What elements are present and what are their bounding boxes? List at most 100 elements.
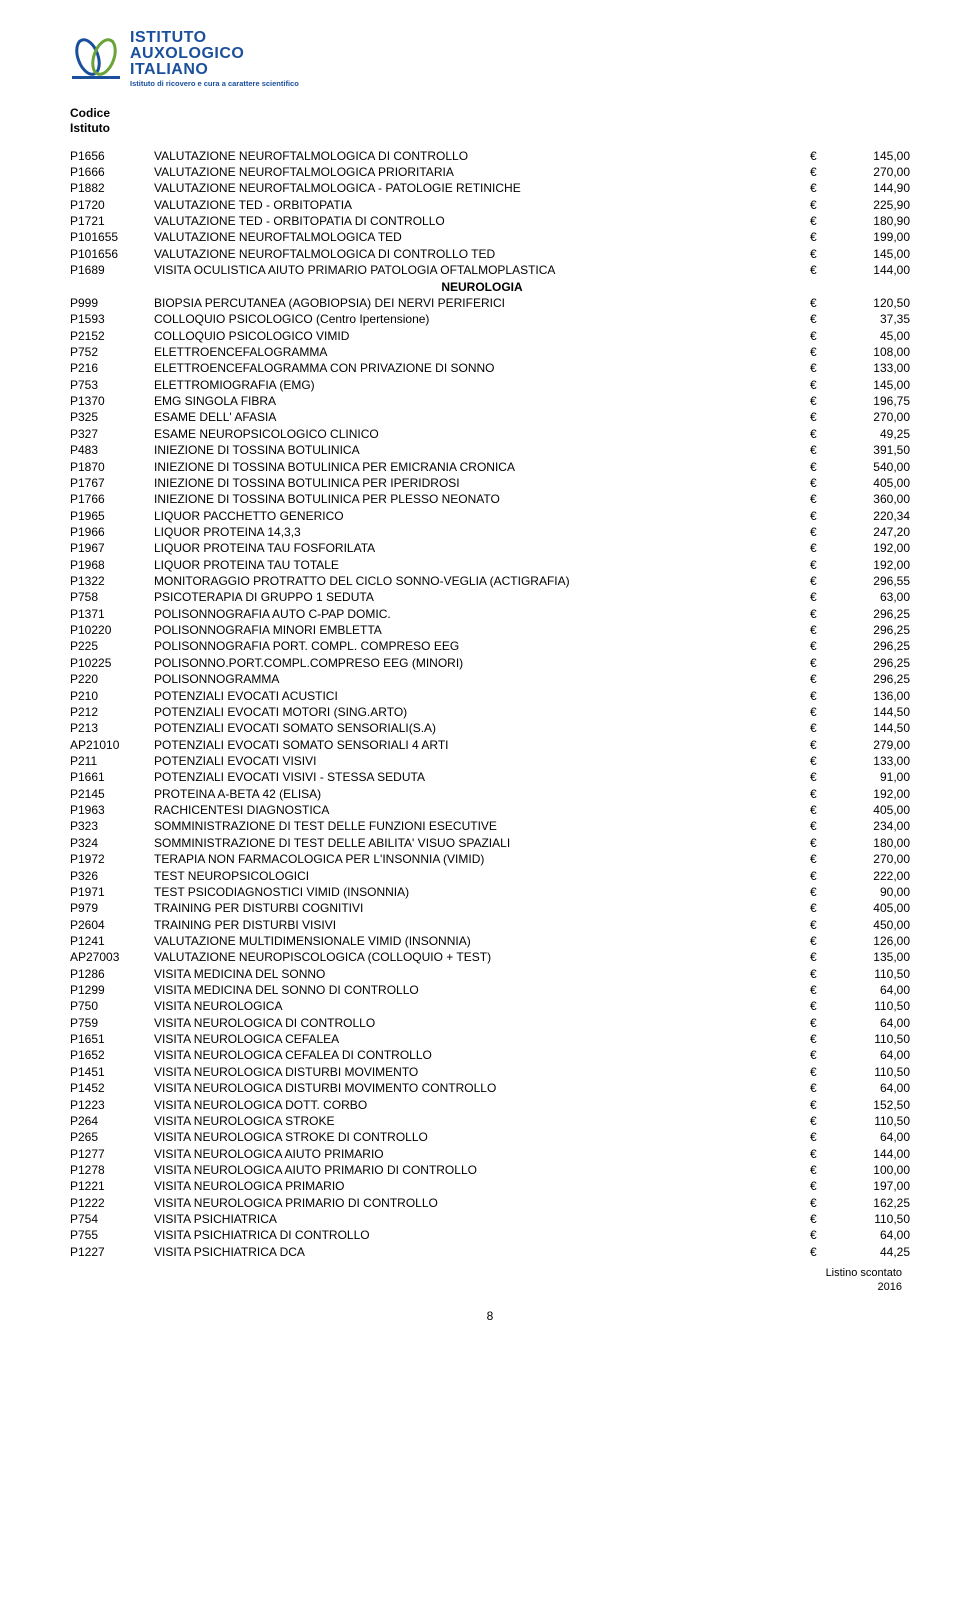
row-desc: ELETTROENCEFALOGRAMMA CON PRIVAZIONE DI … bbox=[154, 361, 810, 377]
row-desc: SOMMINISTRAZIONE DI TEST DELLE ABILITA' … bbox=[154, 836, 810, 852]
row-code: P210 bbox=[70, 689, 154, 705]
table-row: P326TEST NEUROPSICOLOGICI€222,00 bbox=[70, 869, 910, 885]
logo-line1: ISTITUTO bbox=[130, 30, 299, 46]
row-currency: € bbox=[810, 1048, 830, 1064]
row-currency: € bbox=[810, 509, 830, 525]
row-value: 64,00 bbox=[830, 1081, 910, 1097]
table-row: P1452VISITA NEUROLOGICA DISTURBI MOVIMEN… bbox=[70, 1081, 910, 1097]
table-row: P1322MONITORAGGIO PROTRATTO DEL CICLO SO… bbox=[70, 574, 910, 590]
row-desc: ELETTROMIOGRAFIA (EMG) bbox=[154, 378, 810, 394]
row-desc: POLISONNO.PORT.COMPL.COMPRESO EEG (MINOR… bbox=[154, 656, 810, 672]
page-number: 8 bbox=[70, 1309, 910, 1323]
logo-line2: AUXOLOGICO bbox=[130, 46, 299, 62]
row-code: P1720 bbox=[70, 198, 154, 214]
row-desc: VALUTAZIONE NEUROFTALMOLOGICA DI CONTROL… bbox=[154, 149, 810, 165]
row-desc: LIQUOR PACCHETTO GENERICO bbox=[154, 509, 810, 525]
row-currency: € bbox=[810, 754, 830, 770]
row-currency: € bbox=[810, 1114, 830, 1130]
row-desc: VALUTAZIONE NEUROFTALMOLOGICA TED bbox=[154, 230, 810, 246]
row-currency: € bbox=[810, 1130, 830, 1146]
row-value: 405,00 bbox=[830, 476, 910, 492]
row-code: P1766 bbox=[70, 492, 154, 508]
table-row: P1971TEST PSICODIAGNOSTICI VIMID (INSONN… bbox=[70, 885, 910, 901]
table-row: P483INIEZIONE DI TOSSINA BOTULINICA€391,… bbox=[70, 443, 910, 459]
row-code: P2152 bbox=[70, 329, 154, 345]
table-row: P1656VALUTAZIONE NEUROFTALMOLOGICA DI CO… bbox=[70, 149, 910, 165]
row-desc: ESAME NEUROPSICOLOGICO CLINICO bbox=[154, 427, 810, 443]
row-code: P1661 bbox=[70, 770, 154, 786]
row-desc: VISITA MEDICINA DEL SONNO bbox=[154, 967, 810, 983]
row-code: P1370 bbox=[70, 394, 154, 410]
footer-year: 2016 bbox=[70, 1281, 902, 1295]
row-currency: € bbox=[810, 999, 830, 1015]
row-currency: € bbox=[810, 394, 830, 410]
row-currency: € bbox=[810, 836, 830, 852]
logo-icon bbox=[70, 35, 122, 83]
row-currency: € bbox=[810, 803, 830, 819]
row-currency: € bbox=[810, 1098, 830, 1114]
row-desc: VISITA NEUROLOGICA DISTURBI MOVIMENTO bbox=[154, 1065, 810, 1081]
row-currency: € bbox=[810, 296, 830, 312]
logo-text: ISTITUTO AUXOLOGICO ITALIANO Istituto di… bbox=[130, 30, 299, 88]
row-code: P10225 bbox=[70, 656, 154, 672]
row-desc: TEST PSICODIAGNOSTICI VIMID (INSONNIA) bbox=[154, 885, 810, 901]
row-currency: € bbox=[810, 656, 830, 672]
row-desc: ELETTROENCEFALOGRAMMA bbox=[154, 345, 810, 361]
row-code: P1972 bbox=[70, 852, 154, 868]
table-row: P225POLISONNOGRAFIA PORT. COMPL. COMPRES… bbox=[70, 639, 910, 655]
row-code: P1767 bbox=[70, 476, 154, 492]
row-value: 296,55 bbox=[830, 574, 910, 590]
row-value: 450,00 bbox=[830, 918, 910, 934]
row-desc: EMG SINGOLA FIBRA bbox=[154, 394, 810, 410]
row-currency: € bbox=[810, 263, 830, 279]
row-desc: VISITA NEUROLOGICA CEFALEA DI CONTROLLO bbox=[154, 1048, 810, 1064]
row-currency: € bbox=[810, 689, 830, 705]
table-row: P1767INIEZIONE DI TOSSINA BOTULINICA PER… bbox=[70, 476, 910, 492]
row-currency: € bbox=[810, 934, 830, 950]
row-value: 133,00 bbox=[830, 361, 910, 377]
row-value: 391,50 bbox=[830, 443, 910, 459]
row-currency: € bbox=[810, 1163, 830, 1179]
row-currency: € bbox=[810, 476, 830, 492]
row-code: P10220 bbox=[70, 623, 154, 639]
table-row: P1227VISITA PSICHIATRICA DCA€44,25 bbox=[70, 1245, 910, 1261]
table-row: P1299VISITA MEDICINA DEL SONNO DI CONTRO… bbox=[70, 983, 910, 999]
table-row: P759VISITA NEUROLOGICA DI CONTROLLO€64,0… bbox=[70, 1016, 910, 1032]
row-code: P753 bbox=[70, 378, 154, 394]
row-currency: € bbox=[810, 492, 830, 508]
row-value: 540,00 bbox=[830, 460, 910, 476]
table-row: P1720VALUTAZIONE TED - ORBITOPATIA€225,9… bbox=[70, 198, 910, 214]
row-code: P323 bbox=[70, 819, 154, 835]
table-row: P758PSICOTERAPIA DI GRUPPO 1 SEDUTA€63,0… bbox=[70, 590, 910, 606]
row-code: P1241 bbox=[70, 934, 154, 950]
row-code: P327 bbox=[70, 427, 154, 443]
row-value: 110,50 bbox=[830, 1114, 910, 1130]
row-currency: € bbox=[810, 427, 830, 443]
table-row: P10220POLISONNOGRAFIA MINORI EMBLETTA€29… bbox=[70, 623, 910, 639]
row-value: 192,00 bbox=[830, 787, 910, 803]
row-currency: € bbox=[810, 983, 830, 999]
row-code: P750 bbox=[70, 999, 154, 1015]
row-currency: € bbox=[810, 950, 830, 966]
row-desc: VISITA NEUROLOGICA bbox=[154, 999, 810, 1015]
table-row: P324SOMMINISTRAZIONE DI TEST DELLE ABILI… bbox=[70, 836, 910, 852]
row-value: 180,90 bbox=[830, 214, 910, 230]
row-desc: VALUTAZIONE NEUROFTALMOLOGICA DI CONTROL… bbox=[154, 247, 810, 263]
row-desc: VALUTAZIONE TED - ORBITOPATIA DI CONTROL… bbox=[154, 214, 810, 230]
row-code: P324 bbox=[70, 836, 154, 852]
table-row: P2152COLLOQUIO PSICOLOGICO VIMID€45,00 bbox=[70, 329, 910, 345]
row-currency: € bbox=[810, 378, 830, 394]
row-desc: VISITA NEUROLOGICA PRIMARIO bbox=[154, 1179, 810, 1195]
row-code: P326 bbox=[70, 869, 154, 885]
section-title-neurologia: NEUROLOGIA bbox=[154, 280, 810, 296]
row-desc: TEST NEUROPSICOLOGICI bbox=[154, 869, 810, 885]
row-desc: VISITA PSICHIATRICA DCA bbox=[154, 1245, 810, 1261]
row-code: P1966 bbox=[70, 525, 154, 541]
table-row: P1593COLLOQUIO PSICOLOGICO (Centro Ipert… bbox=[70, 312, 910, 328]
row-code: P1689 bbox=[70, 263, 154, 279]
row-value: 64,00 bbox=[830, 1048, 910, 1064]
row-desc: TERAPIA NON FARMACOLOGICA PER L'INSONNIA… bbox=[154, 852, 810, 868]
row-code: P758 bbox=[70, 590, 154, 606]
row-currency: € bbox=[810, 1081, 830, 1097]
table-row: P1967LIQUOR PROTEINA TAU FOSFORILATA€192… bbox=[70, 541, 910, 557]
